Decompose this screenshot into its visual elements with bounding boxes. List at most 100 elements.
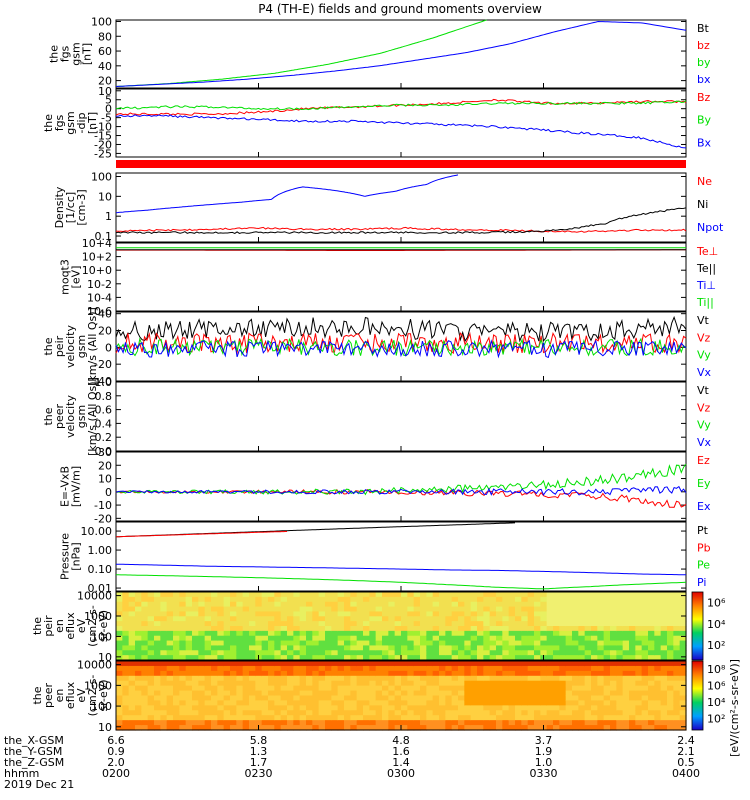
heatmap-cell	[135, 670, 142, 677]
heatmap-cell	[673, 661, 681, 667]
heatmap-cell	[312, 626, 320, 632]
heatmap-cell	[502, 661, 510, 667]
y-axis-label-line: (cm2-s-	[86, 605, 99, 647]
heatmap-cell	[489, 665, 497, 672]
heatmap-cell	[679, 596, 687, 603]
heatmap-cell	[445, 655, 453, 661]
heatmap-cell	[135, 630, 142, 637]
heatmap-cell	[679, 661, 687, 667]
heatmap-cell	[312, 596, 320, 603]
legend-Pt: Pt	[697, 524, 709, 537]
heatmap-cell	[274, 640, 282, 647]
heatmap-cell	[236, 655, 244, 661]
heatmap-cell	[293, 655, 301, 661]
heatmap-cell	[483, 650, 491, 656]
heatmap-cell	[198, 650, 206, 656]
heatmap-cell	[477, 626, 484, 632]
heatmap-cell	[667, 665, 674, 672]
heatmap-cell	[255, 690, 263, 697]
heatmap-cell	[331, 650, 339, 656]
heatmap-cell	[483, 695, 491, 702]
heatmap-cell	[204, 695, 212, 702]
legend-Ey: Ey	[697, 477, 711, 490]
heatmap-cell	[217, 725, 225, 731]
heatmap-cell	[128, 626, 136, 632]
heatmap-cell	[242, 715, 250, 721]
heatmap-cell	[527, 720, 535, 726]
heatmap-cell	[413, 661, 421, 667]
heatmap-cell	[211, 601, 218, 608]
heatmap-cell	[407, 690, 415, 697]
heatmap-cell	[445, 626, 453, 632]
heatmap-cell	[363, 630, 370, 637]
heatmap-cell	[559, 700, 567, 706]
heatmap-cell	[318, 601, 326, 608]
heatmap-cell	[603, 621, 611, 627]
heatmap-cell	[553, 592, 560, 598]
heatmap-cell	[135, 675, 142, 682]
y-tick-label: 0.2	[95, 431, 113, 444]
heatmap-cell	[584, 626, 592, 632]
heatmap-cell	[154, 695, 161, 702]
heatmap-cell	[230, 645, 237, 651]
heatmap-cell	[249, 635, 256, 642]
heatmap-cell	[540, 630, 548, 637]
heatmap-cell	[629, 705, 636, 711]
heatmap-cell	[128, 606, 136, 613]
heatmap-cell	[546, 675, 554, 682]
heatmap-cell	[261, 601, 269, 608]
heatmap-cell	[363, 700, 370, 706]
heatmap-cell	[135, 635, 142, 642]
heatmap-cell	[496, 630, 503, 637]
heatmap-cell	[135, 661, 142, 667]
heatmap-cell	[375, 621, 383, 627]
heatmap-cell	[217, 700, 225, 706]
heatmap-cell	[255, 611, 263, 617]
heatmap-cell	[597, 675, 605, 682]
heatmap-cell	[268, 675, 275, 682]
heatmap-cell	[673, 626, 681, 632]
heatmap-cell	[204, 670, 212, 677]
heatmap-cell	[236, 645, 244, 651]
heatmap-cell	[584, 685, 592, 692]
heatmap-cell	[572, 725, 579, 731]
heatmap-cell	[236, 592, 244, 598]
legend-By: By	[697, 114, 712, 127]
heatmap-cell	[223, 611, 231, 617]
series-Pe	[116, 574, 687, 590]
heatmap-cell	[166, 611, 174, 617]
heatmap-cell	[325, 661, 332, 667]
series-Vt	[115, 315, 687, 343]
heatmap-cell	[534, 655, 541, 661]
heatmap-cell	[274, 715, 282, 721]
heatmap-cell	[591, 710, 598, 716]
heatmap-cell	[477, 650, 484, 656]
heatmap-cell	[413, 626, 421, 632]
heatmap-cell	[141, 601, 149, 608]
heatmap-cell	[578, 710, 586, 716]
heatmap-cell	[660, 601, 668, 608]
heatmap-cell	[641, 715, 649, 721]
heatmap-cell	[223, 626, 231, 632]
heatmap-cell	[565, 661, 573, 667]
heatmap-cell	[426, 606, 434, 613]
heatmap-cell	[293, 665, 301, 672]
heatmap-cell	[654, 592, 662, 598]
heatmap-cell	[369, 596, 377, 603]
heatmap-cell	[382, 720, 389, 726]
heatmap-cell	[546, 705, 554, 711]
heatmap-cell	[179, 705, 187, 711]
heatmap-cell	[230, 606, 237, 613]
heatmap-cell	[591, 606, 598, 613]
heatmap-cell	[489, 616, 497, 622]
heatmap-cell	[673, 616, 681, 622]
heatmap-cell	[578, 630, 586, 637]
y-axis-label-line: [km/s (All Qs)]	[86, 307, 99, 386]
heatmap-cell	[565, 645, 573, 651]
heatmap-cell	[407, 685, 415, 692]
heatmap-cell	[401, 665, 408, 672]
heatmap-cell	[166, 601, 174, 608]
heatmap-cell	[458, 695, 465, 702]
heatmap-cell	[287, 606, 294, 613]
heatmap-cell	[356, 626, 364, 632]
